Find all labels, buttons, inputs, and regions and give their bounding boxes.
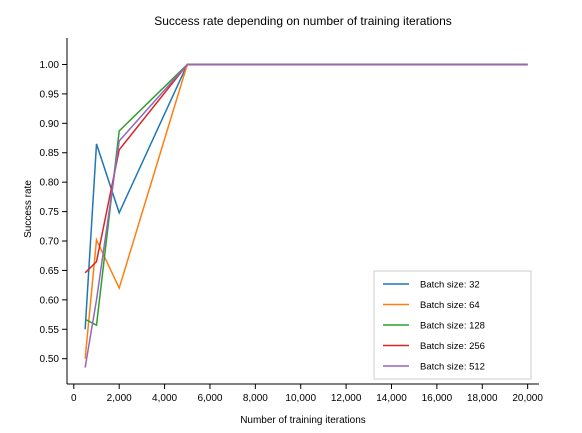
series-line-5 xyxy=(84,63,528,368)
series-line-4 xyxy=(84,63,528,274)
chart-title: Success rate depending on number of trai… xyxy=(154,14,452,28)
x-tick-label: 6,000 xyxy=(197,393,222,404)
x-tick-label: 16,000 xyxy=(422,393,453,404)
legend: Batch size: 32 Batch size: 64 Batch size: … xyxy=(373,270,532,380)
legend-label: Batch size: 32 xyxy=(420,280,480,291)
y-tick-label: 0.65 xyxy=(40,266,60,277)
x-tick-label: 12,000 xyxy=(331,393,362,404)
y-tick-label: 0.80 xyxy=(40,178,60,189)
y-tick-label: 0.75 xyxy=(40,207,60,218)
x-tick-label: 8,000 xyxy=(243,393,268,404)
x-tick-label: 2,000 xyxy=(107,393,132,404)
x-tick-label: 14,000 xyxy=(376,393,407,404)
y-tick-label: 0.50 xyxy=(40,354,60,365)
x-tick-label: 10,000 xyxy=(285,393,316,404)
y-tick-label: 1.00 xyxy=(40,60,60,71)
y-tick-label: 0.95 xyxy=(40,89,60,100)
y-tick-label: 0.90 xyxy=(40,119,60,130)
x-tick-label: 20,000 xyxy=(512,393,543,404)
y-tick-label: 0.60 xyxy=(40,295,60,306)
legend-label: Batch size: 128 xyxy=(420,321,485,332)
y-tick-label: 0.70 xyxy=(40,237,60,248)
legend-label: Batch size: 64 xyxy=(420,300,480,311)
y-axis-title: Success rate xyxy=(23,180,34,238)
legend-label: Batch size: 512 xyxy=(420,362,485,373)
legend-label: Batch size: 256 xyxy=(420,341,485,352)
x-tick-label: 4,000 xyxy=(152,393,177,404)
y-tick-label: 0.85 xyxy=(40,148,60,159)
x-tick-label: 0 xyxy=(71,393,77,404)
y-tick-label: 0.55 xyxy=(40,325,60,336)
x-tick-label: 18,000 xyxy=(467,393,498,404)
x-axis-title: Number of training iterations xyxy=(240,415,366,426)
